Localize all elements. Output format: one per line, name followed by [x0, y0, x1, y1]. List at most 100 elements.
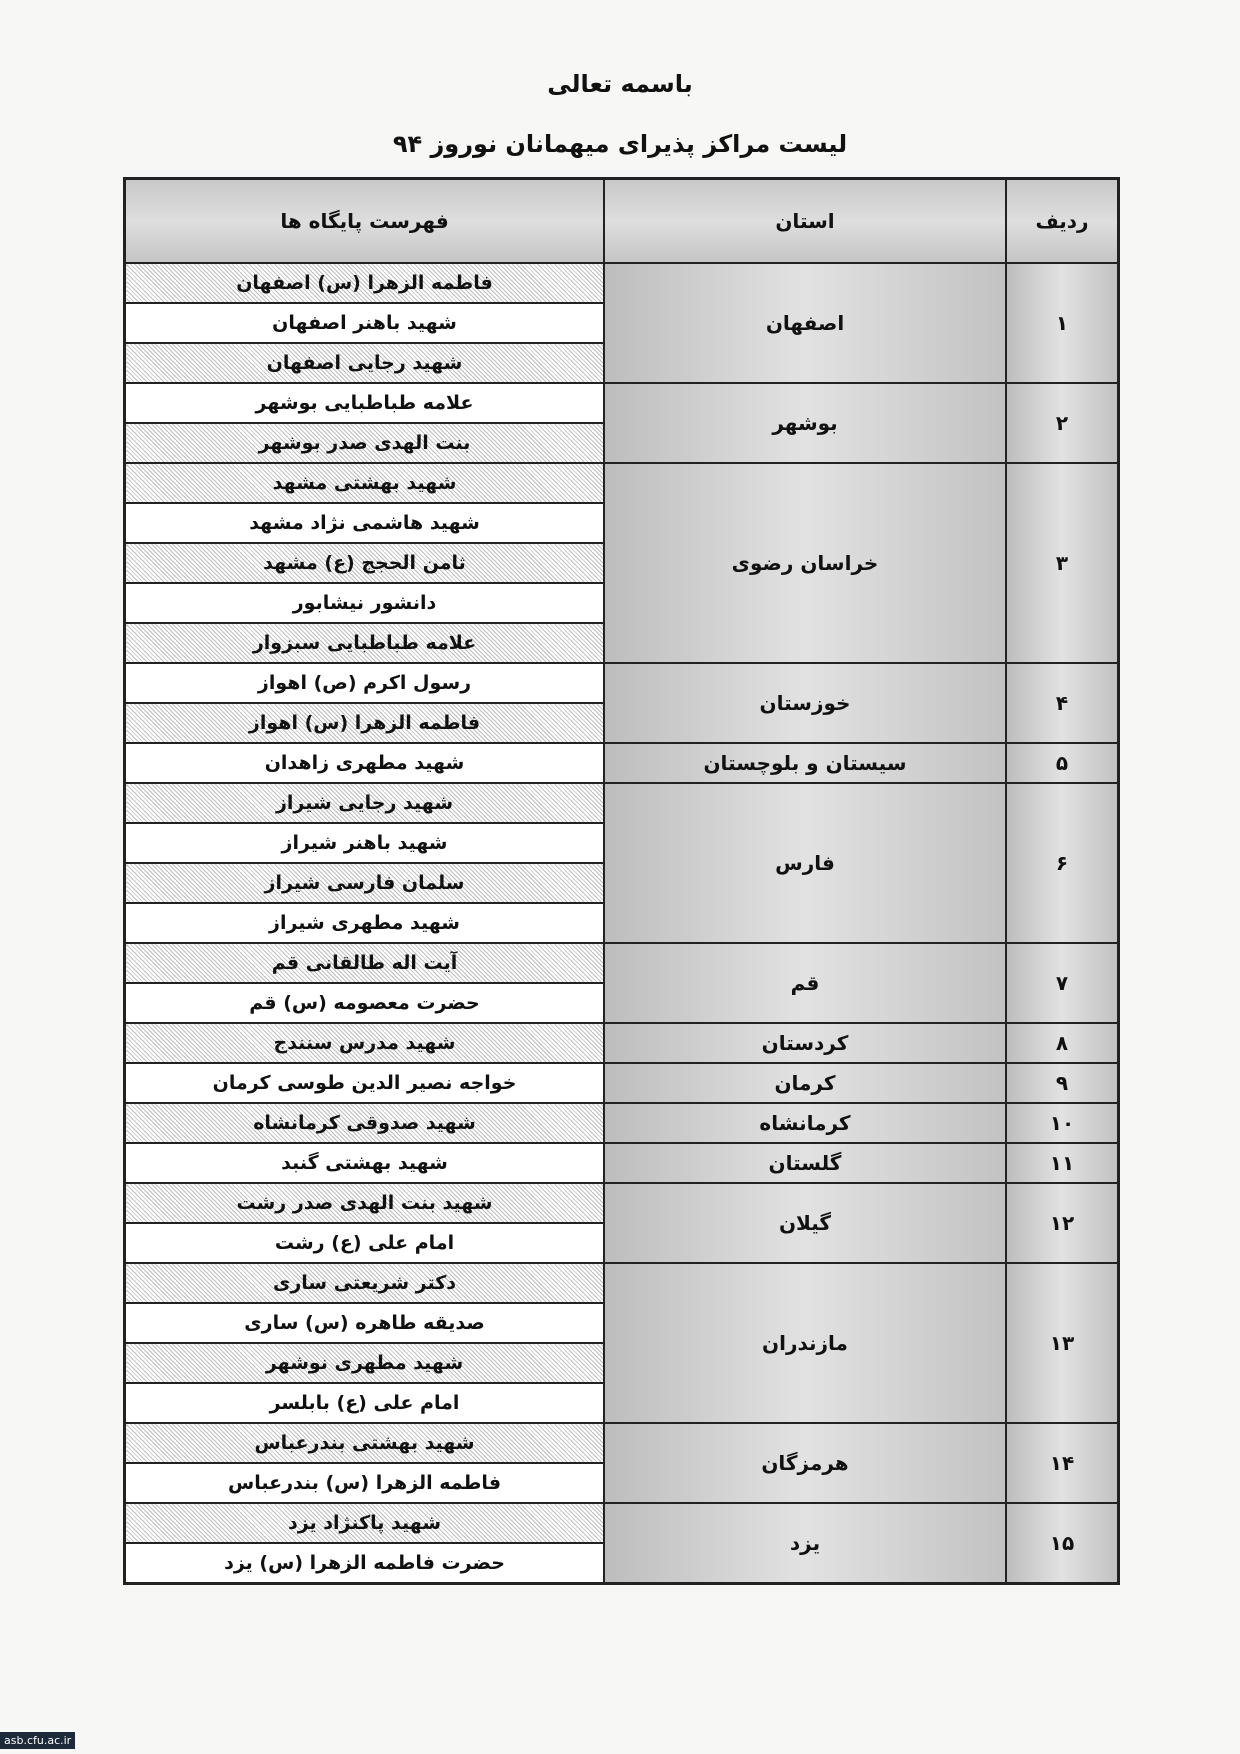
radif-cell: ۱۵ [1005, 1502, 1120, 1585]
table-row: ۱۰ کرمانشاه شهید صدوقی کرمانشاه [123, 1102, 1120, 1144]
radif-cell: ۴ [1005, 662, 1120, 744]
site-cell: شهید رجایی شیراز [123, 782, 605, 824]
table-row: شهید مطهری نوشهر [123, 1342, 1119, 1384]
table-row: شهید هاشمی نژاد مشهد [123, 502, 1119, 544]
table-row: دانشور نیشابور [123, 582, 1119, 624]
table-header-row: ردیف استان فهرست پایگاه ها [123, 177, 1120, 264]
table-row: ۷ قم آیت اله طالقانی قم [123, 942, 1120, 1024]
site-cell: فاطمه الزهرا (س) اهواز [123, 702, 605, 744]
province-cell: فارس [603, 782, 1007, 944]
table-row: علامه طباطبایی سبزوار [123, 622, 1119, 664]
table-row: فاطمه الزهرا (س) اهواز [123, 702, 1119, 744]
table-row: شهید باهنر شیراز [123, 822, 1119, 864]
province-cell: گیلان [603, 1182, 1007, 1264]
site-cell: شهید مدرس سنندج [123, 1022, 605, 1064]
site-cell: شهید باهنر شیراز [123, 822, 605, 864]
site-cell: شهید پاکنژاد یزد [123, 1502, 605, 1544]
table-row: ۱۴ هرمزگان شهید بهشتی بندرعباس [123, 1422, 1120, 1504]
site-cell: دکتر شریعتی ساری [123, 1262, 605, 1304]
site-cell: علامه طباطبایی بوشهر [123, 382, 605, 424]
table-row: ۸ کردستان شهید مدرس سنندج [123, 1022, 1120, 1064]
table-row: ۴ خوزستان رسول اکرم (ص) اهواز [123, 662, 1120, 744]
site-cell: شهید بهشتی گنبد [123, 1142, 605, 1184]
radif-cell: ۱۴ [1005, 1422, 1120, 1504]
radif-cell: ۸ [1005, 1022, 1120, 1064]
province-cell: مازندران [603, 1262, 1007, 1424]
table-row: حضرت فاطمه الزهرا (س) یزد [123, 1542, 1119, 1585]
site-cell: دانشور نیشابور [123, 582, 605, 624]
site-cell: شهید بنت الهدی صدر رشت [123, 1182, 605, 1224]
table-row: ثامن الحجج (ع) مشهد [123, 542, 1119, 584]
site-cell: رسول اکرم (ص) اهواز [123, 662, 605, 704]
province-cell: یزد [603, 1502, 1007, 1585]
province-cell: کرمان [603, 1062, 1007, 1104]
site-cell: شهید مطهری شیراز [123, 902, 605, 944]
province-cell: کرمانشاه [603, 1102, 1007, 1144]
table-row: ۱۲ گیلان شهید بنت الهدی صدر رشت [123, 1182, 1120, 1264]
site-cell: صدیقه طاهره (س) ساری [123, 1302, 605, 1344]
site-cell: امام علی (ع) بابلسر [123, 1382, 605, 1424]
site-cell: شهید بهشتی مشهد [123, 462, 605, 504]
site-cell: فاطمه الزهرا (س) بندرعباس [123, 1462, 605, 1504]
page-title: لیست مراکز پذیرای میهمانان نوروز ۹۴ [392, 130, 848, 158]
site-cell: شهید صدوقی کرمانشاه [123, 1102, 605, 1144]
province-cell: بوشهر [603, 382, 1007, 464]
watermark: asb.cfu.ac.ir [0, 1732, 76, 1749]
site-cell: علامه طباطبایی سبزوار [123, 622, 605, 664]
radif-cell: ۱۰ [1005, 1102, 1120, 1144]
table-row: امام علی (ع) رشت [123, 1222, 1119, 1264]
table-row: بنت الهدی صدر بوشهر [123, 422, 1119, 464]
table-row: ۱۱ گلستان شهید بهشتی گنبد [123, 1142, 1120, 1184]
radif-cell: ۱۱ [1005, 1142, 1120, 1184]
table-row: ۹ کرمان خواجه نصیر الدین طوسی کرمان [123, 1062, 1120, 1104]
site-cell: آیت اله طالقانی قم [123, 942, 605, 984]
radif-cell: ۶ [1005, 782, 1120, 944]
table-row: ۱۳ مازندران دکتر شریعتی ساری [123, 1262, 1120, 1424]
site-cell: حضرت فاطمه الزهرا (س) یزد [123, 1542, 605, 1585]
table-row: ۶ فارس شهید رجایی شیراز [123, 782, 1120, 944]
radif-cell: ۱۳ [1005, 1262, 1120, 1424]
table-row: ۱ اصفهان فاطمه الزهرا (س) اصفهان [123, 262, 1120, 384]
table-row: ۳ خراسان رضوی شهید بهشتی مشهد [123, 462, 1120, 664]
province-cell: کردستان [603, 1022, 1007, 1064]
province-cell: قم [603, 942, 1007, 1024]
site-cell: خواجه نصیر الدین طوسی کرمان [123, 1062, 605, 1104]
province-cell: خوزستان [603, 662, 1007, 744]
radif-cell: ۱ [1005, 262, 1120, 384]
table-row: شهید مطهری شیراز [123, 902, 1119, 944]
radif-cell: ۹ [1005, 1062, 1120, 1104]
province-cell: سیستان و بلوچستان [603, 742, 1007, 784]
site-cell: شهید باهنر اصفهان [123, 302, 605, 344]
site-cell: سلمان فارسی شیراز [123, 862, 605, 904]
site-cell: شهید رجایی اصفهان [123, 342, 605, 384]
site-cell: امام علی (ع) رشت [123, 1222, 605, 1264]
province-cell: اصفهان [603, 262, 1007, 384]
table-row: ۵ سیستان و بلوچستان شهید مطهری زاهدان [123, 742, 1120, 784]
site-cell: فاطمه الزهرا (س) اصفهان [123, 262, 605, 304]
radif-cell: ۵ [1005, 742, 1120, 784]
province-cell: هرمزگان [603, 1422, 1007, 1504]
site-cell: بنت الهدی صدر بوشهر [123, 422, 605, 464]
province-cell: گلستان [603, 1142, 1007, 1184]
site-cell: شهید مطهری نوشهر [123, 1342, 605, 1384]
radif-cell: ۲ [1005, 382, 1120, 464]
column-header-radif: ردیف [1005, 177, 1120, 264]
radif-cell: ۳ [1005, 462, 1120, 664]
site-cell: شهید هاشمی نژاد مشهد [123, 502, 605, 544]
table-row: ۲ بوشهر علامه طباطبایی بوشهر [123, 382, 1120, 464]
table-row: حضرت معصومه (س) قم [123, 982, 1119, 1024]
table-row: صدیقه طاهره (س) ساری [123, 1302, 1119, 1344]
table-row: امام علی (ع) بابلسر [123, 1382, 1119, 1424]
site-cell: ثامن الحجج (ع) مشهد [123, 542, 605, 584]
table-row: شهید باهنر اصفهان [123, 302, 1119, 344]
table-row: ۱۵ یزد شهید پاکنژاد یزد [123, 1502, 1120, 1585]
hosting-centers-table: ردیف استان فهرست پایگاه ها ۱ اصفهان فاطمه … [123, 177, 1120, 1585]
radif-cell: ۱۲ [1005, 1182, 1120, 1264]
column-header-sites: فهرست پایگاه ها [123, 177, 605, 264]
bismillah-heading: باسمه تعالی [547, 70, 693, 98]
table-row: سلمان فارسی شیراز [123, 862, 1119, 904]
site-cell: شهید مطهری زاهدان [123, 742, 605, 784]
table-row: فاطمه الزهرا (س) بندرعباس [123, 1462, 1119, 1504]
column-header-province: استان [603, 177, 1007, 264]
radif-cell: ۷ [1005, 942, 1120, 1024]
